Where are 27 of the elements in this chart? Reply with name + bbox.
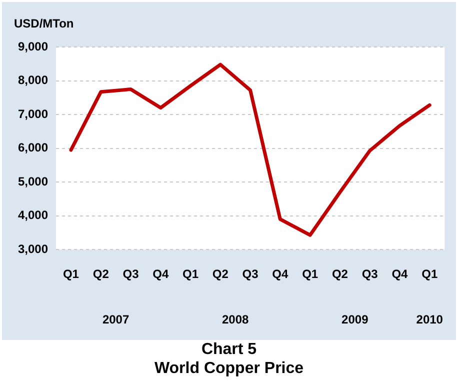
- x-tick-label: Q2: [212, 267, 229, 282]
- x-tick-label: Q1: [422, 267, 438, 282]
- x-tick-label: Q1: [182, 267, 199, 282]
- y-tick-label: 4,000: [18, 208, 48, 222]
- x-tick-label: Q2: [332, 267, 348, 282]
- y-tick-label: 8,000: [18, 73, 48, 88]
- x-tick-label: Q4: [152, 267, 169, 282]
- text: 2010: [416, 312, 444, 326]
- text: 2009: [342, 312, 369, 326]
- y-axis-title: USD/MTon: [14, 16, 74, 30]
- x-tick-label: Q4: [272, 267, 289, 282]
- x-tick-label: Q1: [62, 267, 80, 282]
- y-tick-label: 3,000: [18, 242, 48, 256]
- x-tick-label: Q3: [242, 267, 259, 282]
- x-tick-label: Q2: [92, 267, 110, 282]
- text: 2007: [102, 312, 130, 326]
- text: Chart 5: [200, 340, 258, 359]
- y-tick-label: 6,000: [18, 140, 48, 155]
- y-tick-label: 7,000: [18, 106, 48, 121]
- text: 2008: [222, 312, 250, 326]
- x-tick-label: Q1: [302, 267, 318, 282]
- y-tick-label: 5,000: [18, 174, 48, 188]
- y-tick-label: 9,000: [18, 39, 48, 54]
- text: World Copper Price: [153, 359, 305, 378]
- x-tick-label: Q3: [362, 267, 378, 282]
- x-tick-label: Q4: [392, 267, 408, 282]
- x-tick-label: Q3: [122, 267, 140, 282]
